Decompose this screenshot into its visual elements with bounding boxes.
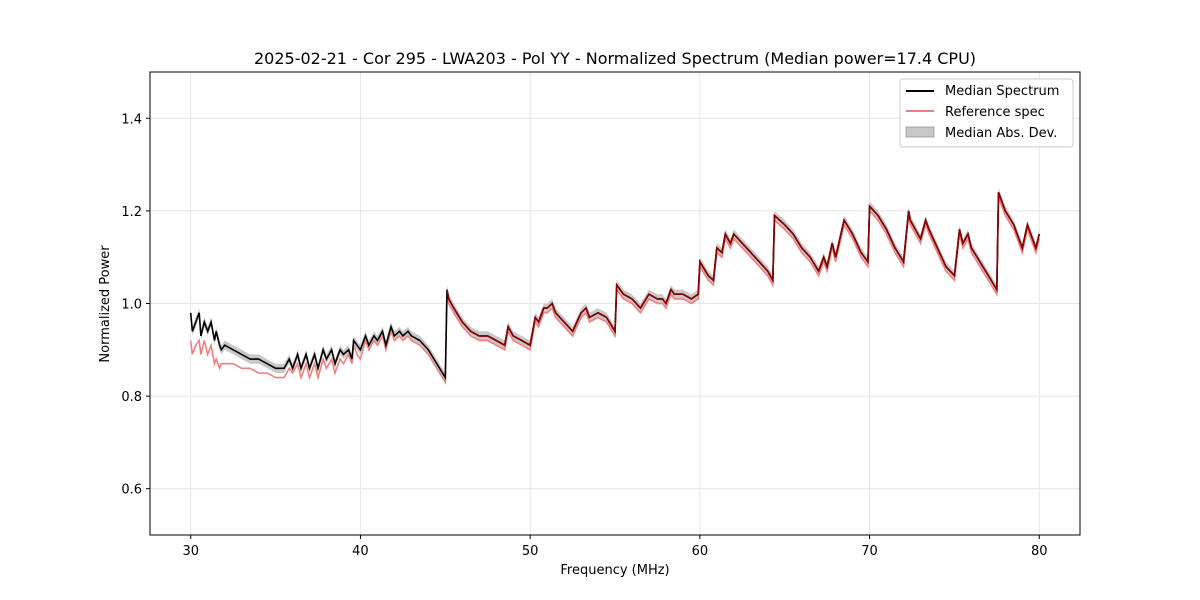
- x-tick-label: 50: [522, 544, 539, 559]
- legend: Median Spectrum Reference spec Median Ab…: [899, 78, 1074, 148]
- x-tick-label: 70: [861, 544, 878, 559]
- y-tick-label: 0.6: [121, 483, 142, 498]
- y-tick-label: 1.0: [121, 298, 142, 313]
- x-tick-label: 60: [692, 544, 709, 559]
- legend-frame: [899, 78, 1074, 148]
- reference-spec-line: [189, 196, 1041, 385]
- legend-median-label: Median Spectrum: [945, 84, 1059, 99]
- median-abs-dev-band: [190, 187, 1040, 383]
- x-axis-label: Frequency (MHz): [560, 563, 669, 578]
- x-tick-label: 80: [1031, 544, 1048, 559]
- plot-frame: [149, 71, 1081, 536]
- x-tick-label: 40: [352, 544, 369, 559]
- legend-mad-label: Median Abs. Dev.: [945, 126, 1057, 141]
- y-tick-label: 0.8: [121, 390, 142, 405]
- y-tick-label: 1.2: [121, 205, 142, 220]
- y-tick-label: 1.4: [121, 112, 142, 127]
- legend-reference-label: Reference spec: [945, 105, 1045, 120]
- axis-ticks: 30 40 50 60 70 80 0.6 0.8 1.0 1.2 1.4: [121, 112, 1047, 559]
- grid: [150, 72, 1080, 535]
- y-axis-label: Normalized Power: [98, 245, 113, 363]
- legend-mad-swatch: [905, 126, 935, 138]
- chart-title: 2025-02-21 - Cor 295 - LWA203 - Pol YY -…: [254, 49, 976, 68]
- overlap-line: [446, 192, 1041, 347]
- x-tick-label: 30: [182, 544, 199, 559]
